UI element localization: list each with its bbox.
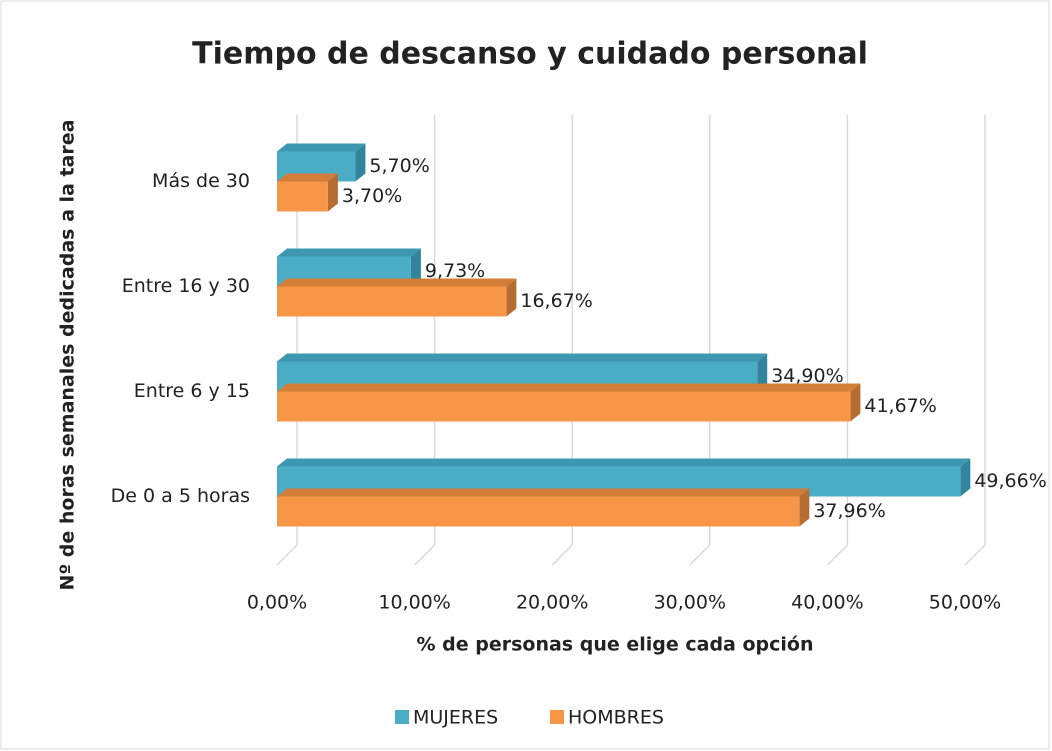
bar-side — [410, 248, 421, 287]
bar-top — [277, 383, 861, 392]
x-tick-label: 10,00% — [378, 592, 450, 614]
bar-top — [277, 458, 971, 467]
x-tick-label: 40,00% — [791, 592, 863, 614]
bar-top — [277, 278, 517, 287]
grid-line — [551, 115, 573, 566]
value-label: 16,67% — [520, 290, 592, 312]
bar-side — [506, 278, 517, 317]
value-label: 9,73% — [425, 260, 485, 282]
value-label: 37,96% — [813, 500, 885, 522]
value-label: 49,66% — [974, 470, 1046, 492]
bar-top — [277, 488, 810, 497]
bar — [277, 181, 328, 212]
chart-title: Tiempo de descanso y cuidado personal — [192, 37, 868, 72]
y-tick-label: Más de 30 — [152, 170, 250, 192]
x-axis-title: % de personas que elige cada opción — [416, 634, 813, 656]
bar-side — [757, 353, 768, 392]
y-tick-label: De 0 a 5 horas — [111, 485, 250, 507]
legend-swatch — [395, 710, 409, 724]
grid-line — [826, 115, 849, 566]
bar-top — [277, 143, 366, 152]
grid-line — [689, 115, 711, 566]
legend-swatch — [550, 710, 564, 724]
x-tick-label: 20,00% — [516, 592, 588, 614]
bar-top — [277, 353, 768, 362]
value-label: 34,90% — [771, 365, 843, 387]
bar — [277, 391, 851, 422]
bar-side — [355, 143, 366, 182]
bar — [277, 496, 800, 527]
legend-label: HOMBRES — [568, 707, 664, 729]
bar-top — [277, 173, 338, 182]
bar — [277, 286, 507, 317]
bar-side — [850, 383, 861, 422]
grid-line — [964, 115, 986, 566]
bar-top — [277, 248, 421, 257]
value-label: 41,67% — [864, 395, 936, 417]
value-label: 3,70% — [342, 185, 402, 207]
y-tick-label: Entre 6 y 15 — [134, 380, 250, 402]
bar-side — [327, 173, 338, 212]
bar-side — [960, 458, 971, 497]
x-tick-label: 0,00% — [247, 592, 307, 614]
grid-line — [414, 115, 436, 566]
value-label: 5,70% — [369, 155, 429, 177]
y-tick-label: Entre 16 y 30 — [122, 275, 250, 297]
x-tick-label: 30,00% — [654, 592, 726, 614]
y-axis-title: Nº de horas semanales dedicadas a la tar… — [57, 120, 79, 591]
legend-label: MUJERES — [413, 707, 498, 729]
bar-side — [799, 488, 810, 527]
x-tick-label: 50,00% — [929, 592, 1001, 614]
